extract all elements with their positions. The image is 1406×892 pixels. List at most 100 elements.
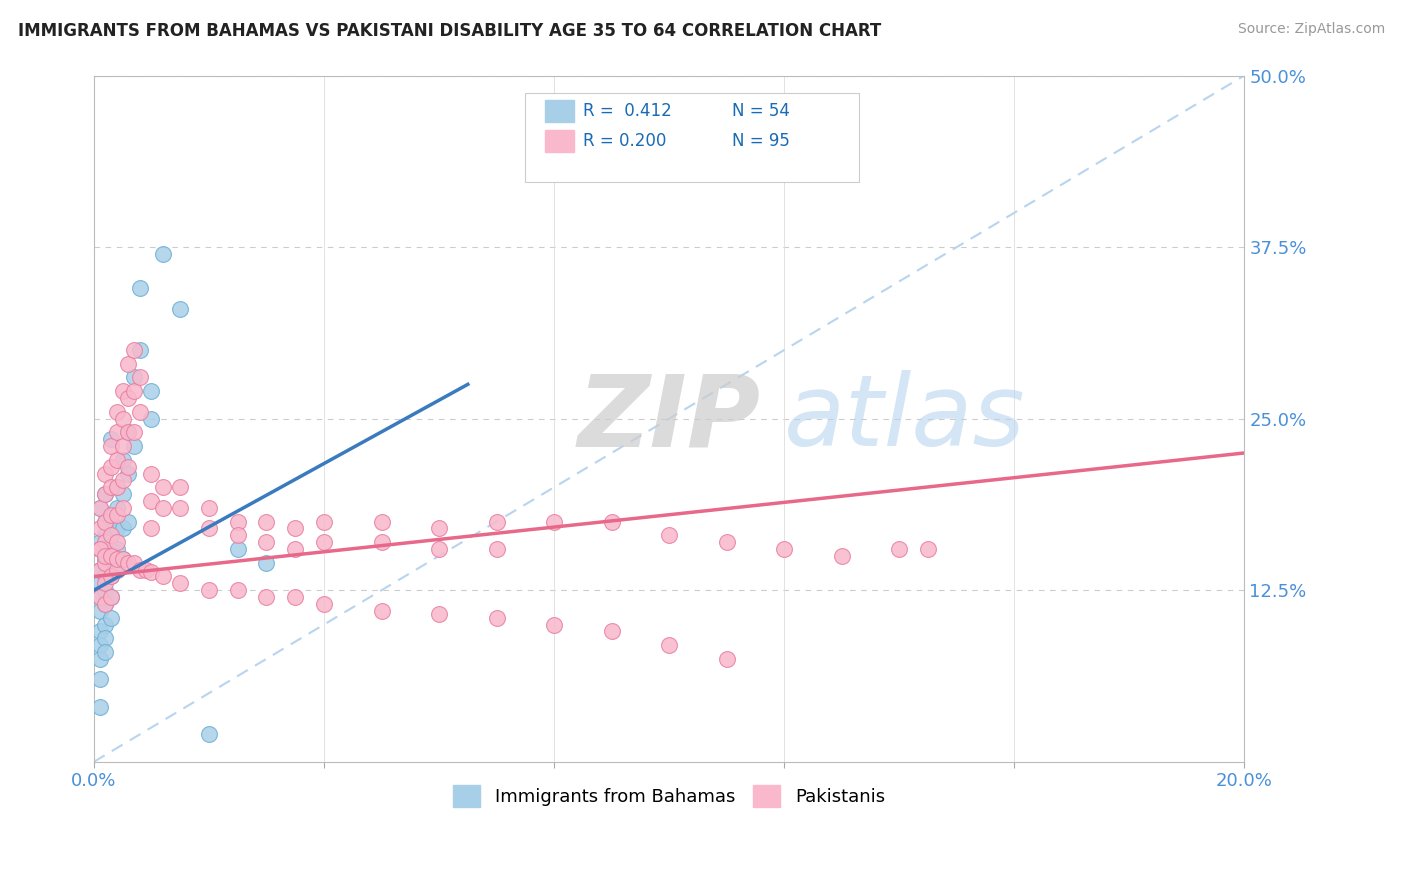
Point <box>658 528 681 542</box>
Point <box>89 500 111 515</box>
Point <box>89 604 111 618</box>
Bar <box>546 130 574 153</box>
Point <box>129 343 152 357</box>
Point <box>485 515 508 529</box>
Point <box>94 487 117 501</box>
Text: R =  0.412: R = 0.412 <box>583 103 672 120</box>
Point <box>312 535 335 549</box>
Point <box>256 556 278 570</box>
Point <box>100 549 122 563</box>
Point <box>100 610 122 624</box>
Point <box>94 556 117 570</box>
Point <box>152 569 174 583</box>
Point <box>89 542 111 557</box>
Point <box>370 515 392 529</box>
Point <box>141 467 163 481</box>
Point <box>94 576 117 591</box>
Point <box>122 425 145 440</box>
Point <box>129 405 152 419</box>
Point <box>89 563 111 577</box>
Point <box>256 515 278 529</box>
Point <box>256 535 278 549</box>
Point <box>543 515 565 529</box>
Point <box>94 583 117 598</box>
Point <box>129 563 152 577</box>
Legend: Immigrants from Bahamas, Pakistanis: Immigrants from Bahamas, Pakistanis <box>446 778 893 814</box>
Point <box>917 542 939 557</box>
Point <box>111 411 134 425</box>
Point <box>284 542 307 557</box>
Point <box>89 590 111 604</box>
Point <box>117 425 139 440</box>
Point <box>105 508 128 522</box>
Point <box>226 583 249 598</box>
Point <box>100 549 122 563</box>
Point <box>100 515 122 529</box>
Point <box>89 590 111 604</box>
Point <box>117 467 139 481</box>
Point <box>89 652 111 666</box>
Point <box>89 542 111 557</box>
Point <box>105 480 128 494</box>
Point <box>94 535 117 549</box>
Text: R = 0.200: R = 0.200 <box>583 132 666 151</box>
Point <box>89 638 111 652</box>
Point <box>716 652 738 666</box>
Point <box>100 480 122 494</box>
Point <box>485 610 508 624</box>
Point <box>312 597 335 611</box>
Point <box>122 370 145 384</box>
Point <box>100 439 122 453</box>
Point <box>105 500 128 515</box>
Point <box>105 521 128 535</box>
Point <box>111 474 134 488</box>
Point <box>831 549 853 563</box>
Point <box>89 535 111 549</box>
Point <box>89 576 111 591</box>
Point <box>773 542 796 557</box>
Point <box>94 487 117 501</box>
Point <box>100 590 122 604</box>
Point <box>105 535 128 549</box>
Point <box>94 632 117 646</box>
Point <box>117 425 139 440</box>
Point <box>716 535 738 549</box>
Point <box>152 480 174 494</box>
Point <box>129 281 152 295</box>
Point <box>111 487 134 501</box>
Point <box>100 551 122 566</box>
Text: ZIP: ZIP <box>576 370 761 467</box>
Point <box>198 727 221 741</box>
Point <box>94 542 117 557</box>
Point <box>105 551 128 566</box>
Point <box>111 551 134 566</box>
Point <box>370 535 392 549</box>
Point <box>94 515 117 529</box>
Text: Source: ZipAtlas.com: Source: ZipAtlas.com <box>1237 22 1385 37</box>
Text: N = 95: N = 95 <box>733 132 790 151</box>
Point <box>89 521 111 535</box>
Point <box>105 542 128 557</box>
Point <box>111 439 134 453</box>
Point <box>100 459 122 474</box>
Point <box>111 521 134 535</box>
Point <box>94 549 117 563</box>
Point <box>100 542 122 557</box>
Point <box>152 500 174 515</box>
Point <box>111 551 134 566</box>
Point <box>169 576 191 591</box>
Point <box>198 521 221 535</box>
Point <box>485 542 508 557</box>
Point <box>105 425 128 440</box>
Point <box>89 673 111 687</box>
Point <box>312 515 335 529</box>
Point <box>141 411 163 425</box>
Point <box>89 563 111 577</box>
Point <box>100 508 122 522</box>
Point <box>141 566 163 580</box>
Bar <box>546 100 574 122</box>
Point <box>152 247 174 261</box>
Point <box>226 542 249 557</box>
Point <box>111 500 134 515</box>
Point <box>122 439 145 453</box>
